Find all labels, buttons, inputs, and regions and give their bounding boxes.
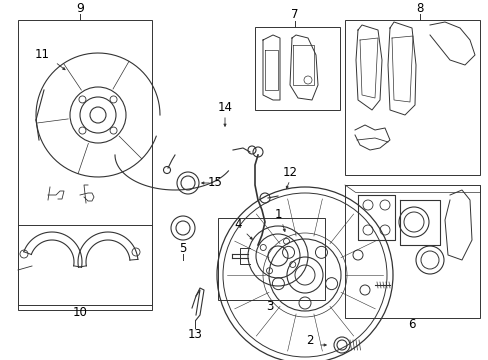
- Text: 2: 2: [305, 333, 313, 346]
- Text: 10: 10: [72, 306, 87, 319]
- Text: 7: 7: [291, 9, 298, 22]
- Text: 8: 8: [415, 1, 423, 14]
- Text: 9: 9: [76, 1, 84, 14]
- Bar: [345, 20, 479, 175]
- Bar: [254, 27, 339, 110]
- Text: 11: 11: [35, 49, 49, 62]
- Text: 12: 12: [282, 166, 297, 180]
- Text: 14: 14: [217, 102, 232, 114]
- Bar: [18, 20, 152, 310]
- Text: 5: 5: [179, 242, 186, 255]
- Bar: [218, 218, 325, 300]
- Text: 1: 1: [274, 208, 281, 221]
- Bar: [345, 185, 479, 318]
- Bar: [18, 225, 152, 305]
- Text: 15: 15: [207, 176, 222, 189]
- Text: 3: 3: [266, 301, 273, 314]
- Text: 4: 4: [234, 219, 241, 231]
- Text: 6: 6: [407, 319, 415, 332]
- Text: 13: 13: [187, 328, 202, 342]
